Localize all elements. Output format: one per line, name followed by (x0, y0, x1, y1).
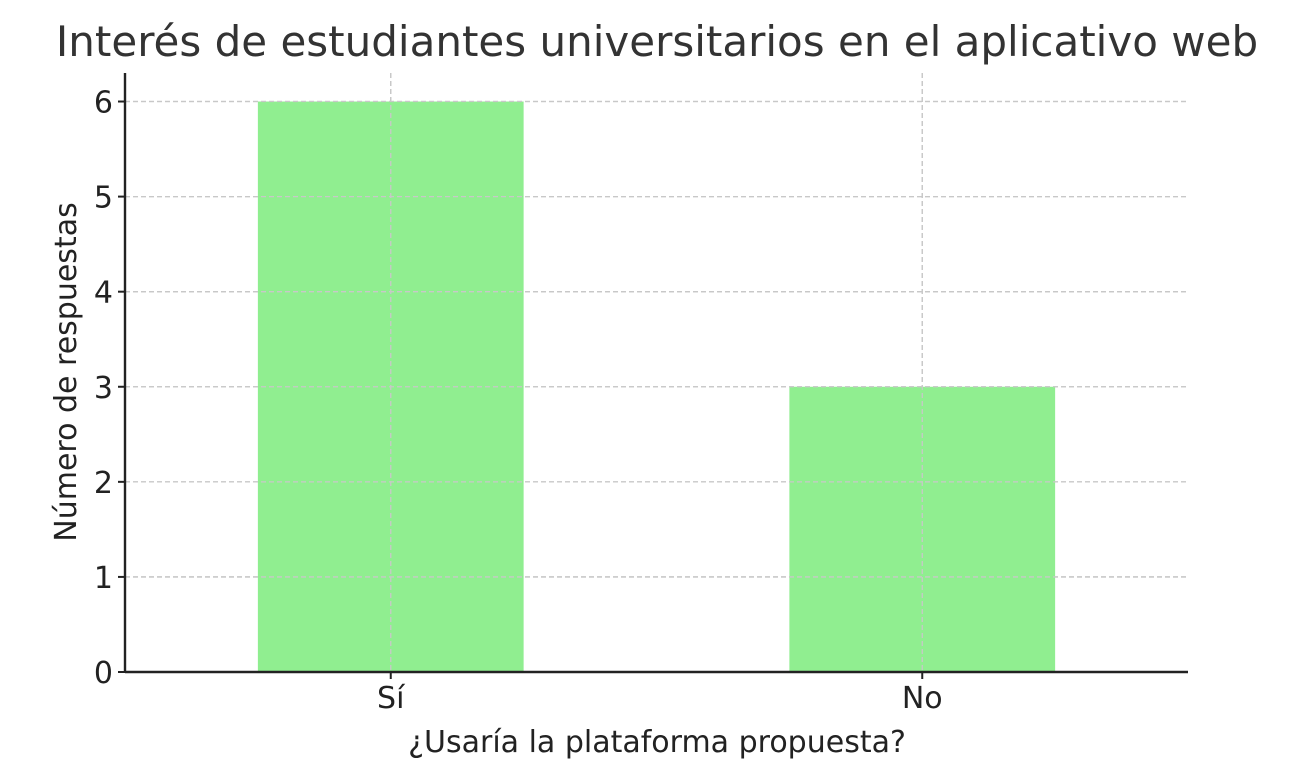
x-axis-label: ¿Usaría la plataforma propuesta? (408, 725, 906, 760)
y-tick-label-0: 0 (94, 656, 113, 691)
y-tick-label-3: 3 (94, 371, 113, 406)
axes (123, 73, 1188, 674)
y-tick-label-4: 4 (94, 276, 113, 311)
x-tick-label-1: No (902, 681, 943, 716)
y-tick-label-2: 2 (94, 466, 113, 501)
x-axis-ticks: Sí No (377, 672, 943, 716)
bars (125, 73, 1188, 673)
chart-title: Interés de estudiantes universitarios en… (56, 17, 1258, 66)
y-tick-label-1: 1 (94, 561, 113, 596)
y-tick-label-5: 5 (94, 181, 113, 216)
x-tick-label-0: Sí (377, 681, 406, 716)
y-axis-ticks: 0 1 2 3 4 5 6 (94, 86, 125, 691)
y-tick-label-6: 6 (94, 86, 113, 121)
y-axis-label: Número de respuestas (49, 202, 84, 541)
